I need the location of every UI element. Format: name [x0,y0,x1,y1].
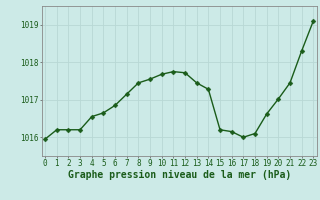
X-axis label: Graphe pression niveau de la mer (hPa): Graphe pression niveau de la mer (hPa) [68,170,291,180]
